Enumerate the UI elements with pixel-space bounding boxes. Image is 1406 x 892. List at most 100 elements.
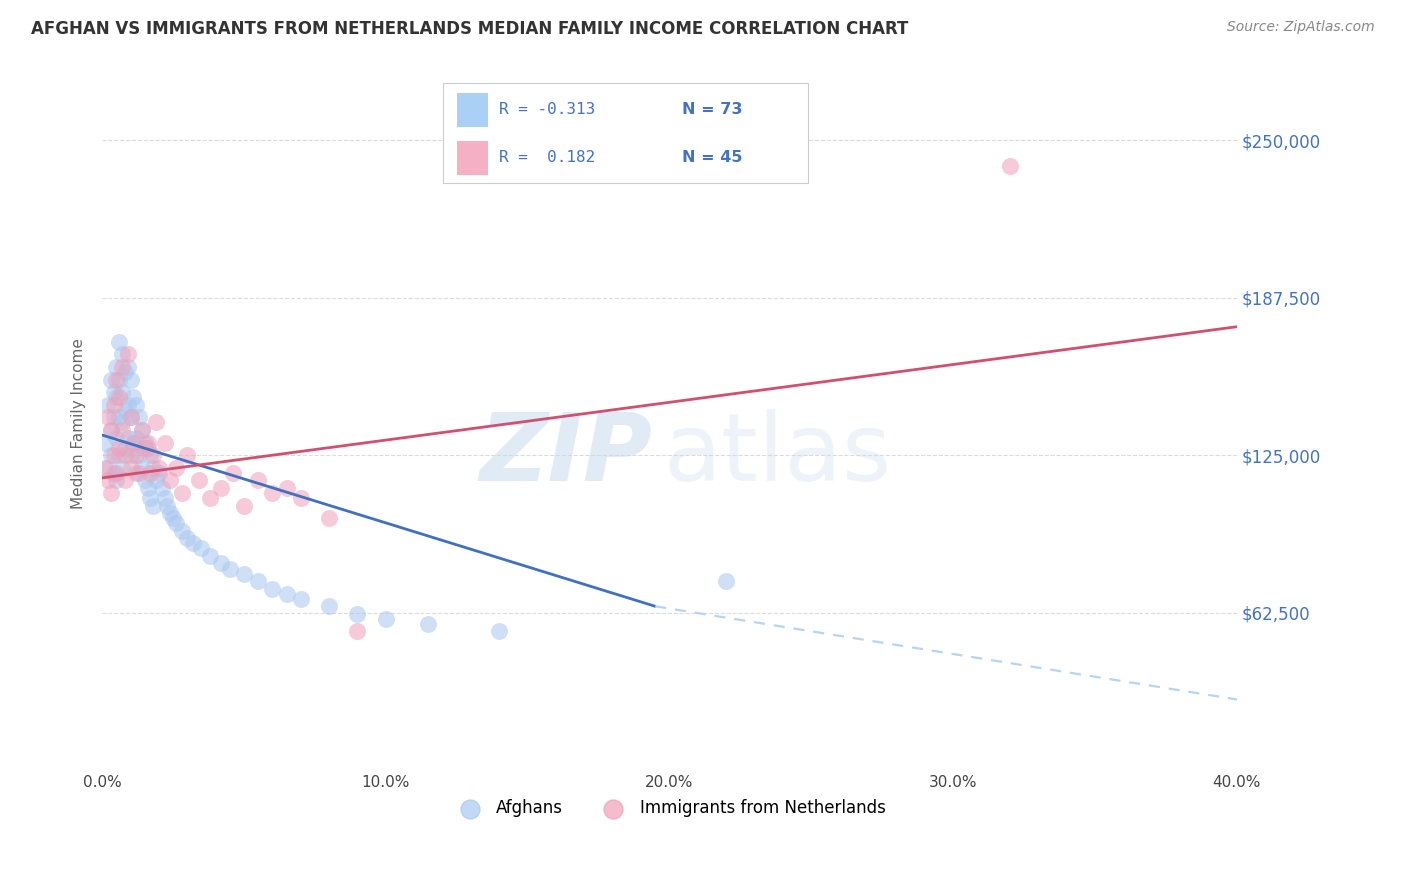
Point — [100, 423, 122, 437]
Point — [318, 599, 340, 614]
Point — [145, 416, 167, 430]
Point — [176, 448, 198, 462]
Point — [148, 466, 170, 480]
Point — [187, 474, 209, 488]
Point — [103, 448, 125, 462]
Point — [105, 390, 128, 404]
Point — [125, 398, 148, 412]
Y-axis label: Median Family Income: Median Family Income — [72, 338, 86, 509]
Point — [111, 460, 134, 475]
Point — [198, 549, 221, 563]
Point — [209, 557, 232, 571]
Point — [111, 385, 134, 400]
Point — [108, 334, 131, 349]
Point — [97, 474, 120, 488]
Point — [128, 410, 150, 425]
Point — [94, 435, 117, 450]
Point — [176, 531, 198, 545]
Point — [150, 481, 173, 495]
Point — [105, 431, 128, 445]
Point — [156, 499, 179, 513]
Point — [218, 561, 240, 575]
Point — [262, 486, 284, 500]
Point — [142, 448, 165, 462]
Point — [488, 624, 510, 639]
Point — [165, 460, 187, 475]
Point — [97, 398, 120, 412]
Point — [108, 441, 131, 455]
Text: R = -0.313: R = -0.313 — [499, 103, 595, 118]
Point — [100, 448, 122, 462]
Text: ZIP: ZIP — [479, 409, 652, 501]
Point — [142, 499, 165, 513]
Point — [233, 566, 256, 581]
Point — [145, 474, 167, 488]
Point — [134, 435, 156, 450]
Point — [198, 491, 221, 505]
Point — [94, 460, 117, 475]
Point — [159, 474, 181, 488]
Point — [714, 574, 737, 588]
Point — [108, 390, 131, 404]
Point — [374, 612, 396, 626]
Point — [165, 516, 187, 531]
Point — [111, 347, 134, 361]
Point — [111, 423, 134, 437]
Point — [276, 481, 298, 495]
Point — [139, 491, 162, 505]
Point — [181, 536, 204, 550]
Point — [139, 466, 162, 480]
Point — [148, 460, 170, 475]
Point — [114, 365, 136, 379]
Point — [111, 359, 134, 374]
Point — [318, 511, 340, 525]
Point — [125, 448, 148, 462]
Point — [120, 410, 142, 425]
Point — [97, 410, 120, 425]
Point — [276, 587, 298, 601]
Point — [103, 398, 125, 412]
Point — [100, 486, 122, 500]
Point — [108, 373, 131, 387]
Text: Source: ZipAtlas.com: Source: ZipAtlas.com — [1227, 20, 1375, 34]
Point — [136, 481, 159, 495]
Point — [122, 435, 145, 450]
Point — [131, 423, 153, 437]
Point — [346, 607, 368, 621]
Point — [103, 466, 125, 480]
Point — [209, 481, 232, 495]
Point — [131, 423, 153, 437]
Point — [100, 373, 122, 387]
Point — [153, 435, 176, 450]
Point — [122, 390, 145, 404]
Point — [170, 486, 193, 500]
Point — [114, 441, 136, 455]
Text: R =  0.182: R = 0.182 — [499, 151, 595, 165]
Point — [136, 435, 159, 450]
Text: atlas: atlas — [664, 409, 891, 501]
Legend: Afghans, Immigrants from Netherlands: Afghans, Immigrants from Netherlands — [446, 793, 893, 824]
Point — [108, 410, 131, 425]
Point — [418, 616, 440, 631]
Point — [190, 541, 212, 556]
Point — [111, 416, 134, 430]
Point — [122, 435, 145, 450]
Point — [97, 460, 120, 475]
Point — [100, 423, 122, 437]
Point — [153, 491, 176, 505]
Point — [105, 373, 128, 387]
Point — [346, 624, 368, 639]
Point — [103, 410, 125, 425]
Point — [162, 511, 184, 525]
Point — [247, 474, 270, 488]
Point — [117, 359, 139, 374]
Point — [233, 499, 256, 513]
Point — [159, 506, 181, 520]
Point — [136, 441, 159, 455]
Point — [103, 385, 125, 400]
Point — [108, 448, 131, 462]
Text: N = 45: N = 45 — [682, 151, 742, 165]
Point — [142, 460, 165, 475]
Point — [247, 574, 270, 588]
Point — [134, 474, 156, 488]
